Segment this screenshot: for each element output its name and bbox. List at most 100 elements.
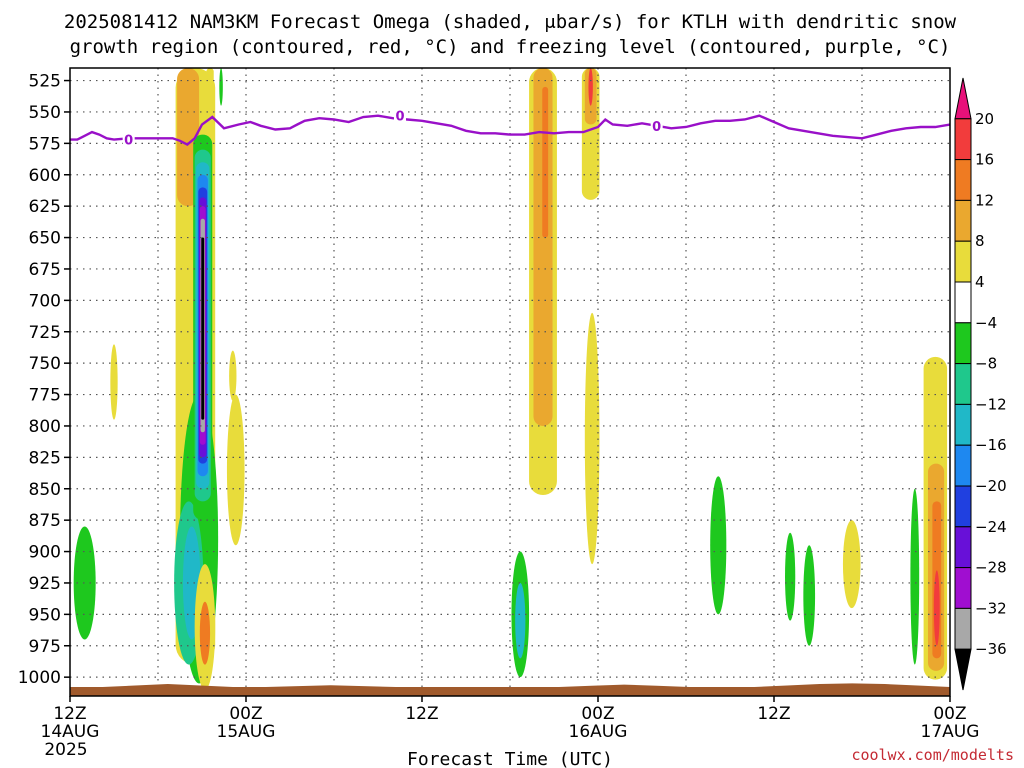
colorbar-segment-2: [954, 159, 972, 201]
omega-region-19: [110, 344, 118, 420]
y-tick-label-650: 650: [29, 229, 61, 249]
colorbar-label-12: −32: [975, 599, 1007, 617]
freezing-level-label-bg-2: [650, 116, 663, 134]
omega-region-17: [226, 394, 245, 546]
colorbar-segment-10: [954, 485, 972, 528]
x-tick-label-60-1: 00Z: [933, 704, 966, 724]
ground-surface: [70, 683, 950, 696]
colorbar-label-7: −12: [975, 395, 1007, 413]
y-tick-label-625: 625: [29, 197, 61, 217]
colorbar-label-5: −4: [975, 314, 997, 332]
y-tick-label-750: 750: [29, 354, 61, 374]
omega-region-30: [515, 582, 526, 659]
y-tick-label-875: 875: [29, 511, 61, 531]
omega-region-2: [206, 68, 214, 144]
y-axis: 525 550 575 600 625 650 675 700 725 750 775 800 825 8…: [18, 72, 70, 688]
omega-region-16: [199, 601, 211, 665]
omega-region-35: [910, 488, 920, 665]
colorbar-label-11: −28: [975, 559, 1007, 577]
plot-frame: [69, 67, 951, 697]
colorbar-segment-14: [954, 648, 972, 691]
y-tick-label-525: 525: [29, 72, 61, 92]
omega-shading: [73, 68, 948, 690]
freezing-level-label-bg-0: [122, 130, 135, 148]
omega-region-14: [201, 237, 205, 420]
colorbar-segment-13: [954, 607, 972, 650]
colorbar-segment-7: [954, 363, 972, 405]
x-tick-label-0-1: 12Z: [53, 704, 86, 724]
freezing-level-line: [70, 114, 950, 147]
omega-region-27: [588, 68, 593, 106]
y-tick-label-550: 550: [29, 103, 61, 123]
y-tick-label-925: 925: [29, 574, 61, 594]
x-axis-label: Forecast Time (UTC): [407, 749, 613, 768]
freezing-level-label-2: 0: [652, 120, 661, 135]
colorbar-label-3: 8: [975, 232, 985, 250]
x-tick-label-12-1: 00Z: [229, 704, 262, 724]
omega-region-20: [73, 526, 96, 640]
colorbar-label-9: −20: [975, 477, 1007, 495]
omega-region-21: [219, 68, 223, 106]
x-tick-label-0-2: 14AUG: [41, 722, 100, 742]
colorbar-label-4: 4: [975, 273, 985, 291]
colorbar-label-2: 12: [975, 191, 994, 209]
colorbar-label-6: −8: [975, 355, 997, 373]
colorbar-segment-0: [954, 77, 972, 120]
colorbar-segment-5: [954, 281, 972, 324]
credit-label: coolwx.com/modelts: [851, 746, 1014, 764]
colorbar-segment-9: [954, 444, 972, 487]
y-tick-label-950: 950: [29, 605, 61, 625]
ground-fill: [70, 683, 950, 696]
y-tick-label-575: 575: [29, 134, 61, 154]
x-tick-label-60-2: 17AUG: [921, 722, 980, 742]
colorbar-segment-12: [954, 567, 972, 609]
omega-region-28: [584, 312, 600, 565]
freezing-level-label-0: 0: [124, 134, 133, 149]
colorbar-label-0: 20: [975, 110, 994, 128]
chart-title-line2: growth region (contoured, red, °C) and f…: [70, 36, 951, 58]
colorbar-segment-1: [954, 118, 972, 161]
colorbar-label-10: −24: [975, 518, 1007, 536]
plot-area: 0 0 0: [69, 67, 951, 697]
omega-region-32: [785, 532, 796, 621]
omega-region-31: [710, 476, 727, 615]
omega-region-39: [933, 570, 940, 646]
y-tick-label-700: 700: [29, 291, 61, 311]
omega-region-34: [842, 520, 861, 609]
y-tick-label-800: 800: [29, 417, 61, 437]
y-tick-label-900: 900: [29, 543, 61, 563]
colorbar-segment-8: [954, 403, 972, 446]
colorbar-segment-6: [954, 322, 972, 365]
x-tick-label-36-2: 16AUG: [569, 722, 628, 742]
y-tick-label-675: 675: [29, 260, 61, 280]
colorbar-label-1: 16: [975, 151, 994, 169]
x-tick-label-36-1: 00Z: [581, 704, 614, 724]
x-tick-label-48-1: 12Z: [757, 704, 790, 724]
colorbar-label-13: −36: [975, 640, 1007, 658]
y-tick-label-975: 975: [29, 637, 61, 657]
colorbar-segment-11: [954, 526, 972, 569]
freezing-level-label-bg-1: [394, 106, 406, 124]
x-tick-label-0-3: 2025: [44, 740, 87, 760]
y-tick-label-850: 850: [29, 480, 61, 500]
colorbar-label-8: −16: [975, 436, 1007, 454]
omega-region-24: [542, 86, 549, 238]
freezing-level-label-1: 0: [395, 110, 404, 125]
y-tick-label-775: 775: [29, 386, 61, 406]
colorbar-segment-4: [954, 240, 972, 283]
freezing-level-contour: 0 0 0: [70, 106, 950, 149]
x-tick-label-12-2: 15AUG: [217, 722, 276, 742]
y-tick-label-825: 825: [29, 448, 61, 468]
y-tick-label-1000: 1000: [18, 668, 61, 688]
y-tick-label-725: 725: [29, 323, 61, 343]
colorbar-segment-3: [954, 199, 972, 242]
colorbar: 20 16 12 8 4 −4 −8 −12 −16 −20 −24 −28 −32 −36: [954, 77, 1007, 691]
chart-title-line1: 2025081412 NAM3KM Forecast Omega (shaded…: [64, 11, 957, 33]
grid-lines: [70, 68, 950, 696]
x-tick-label-24-1: 12Z: [405, 704, 438, 724]
omega-region-33: [803, 545, 816, 646]
omega-region-18: [229, 350, 237, 401]
y-tick-label-600: 600: [29, 166, 61, 186]
